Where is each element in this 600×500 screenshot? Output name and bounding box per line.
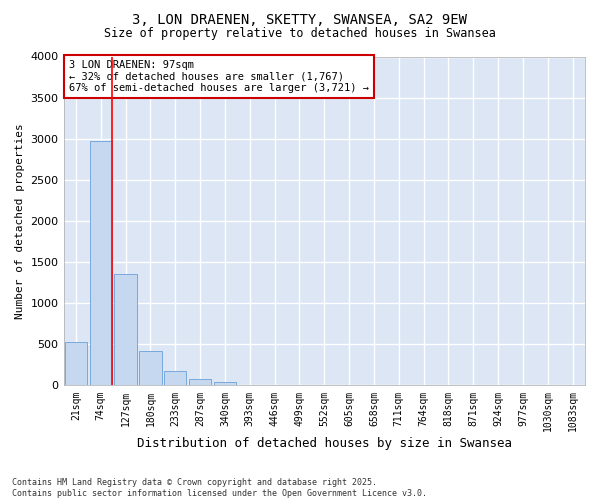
Bar <box>214 382 236 386</box>
Text: 3, LON DRAENEN, SKETTY, SWANSEA, SA2 9EW: 3, LON DRAENEN, SKETTY, SWANSEA, SA2 9EW <box>133 12 467 26</box>
Bar <box>139 351 161 386</box>
Text: Contains HM Land Registry data © Crown copyright and database right 2025.
Contai: Contains HM Land Registry data © Crown c… <box>12 478 427 498</box>
Bar <box>65 342 87 386</box>
Y-axis label: Number of detached properties: Number of detached properties <box>15 123 25 319</box>
Text: 3 LON DRAENEN: 97sqm
← 32% of detached houses are smaller (1,767)
67% of semi-de: 3 LON DRAENEN: 97sqm ← 32% of detached h… <box>69 60 369 93</box>
Bar <box>164 372 187 386</box>
Bar <box>239 384 261 386</box>
Text: Size of property relative to detached houses in Swansea: Size of property relative to detached ho… <box>104 28 496 40</box>
Bar <box>115 274 137 386</box>
X-axis label: Distribution of detached houses by size in Swansea: Distribution of detached houses by size … <box>137 437 512 450</box>
Bar <box>89 141 112 386</box>
Bar <box>189 379 211 386</box>
